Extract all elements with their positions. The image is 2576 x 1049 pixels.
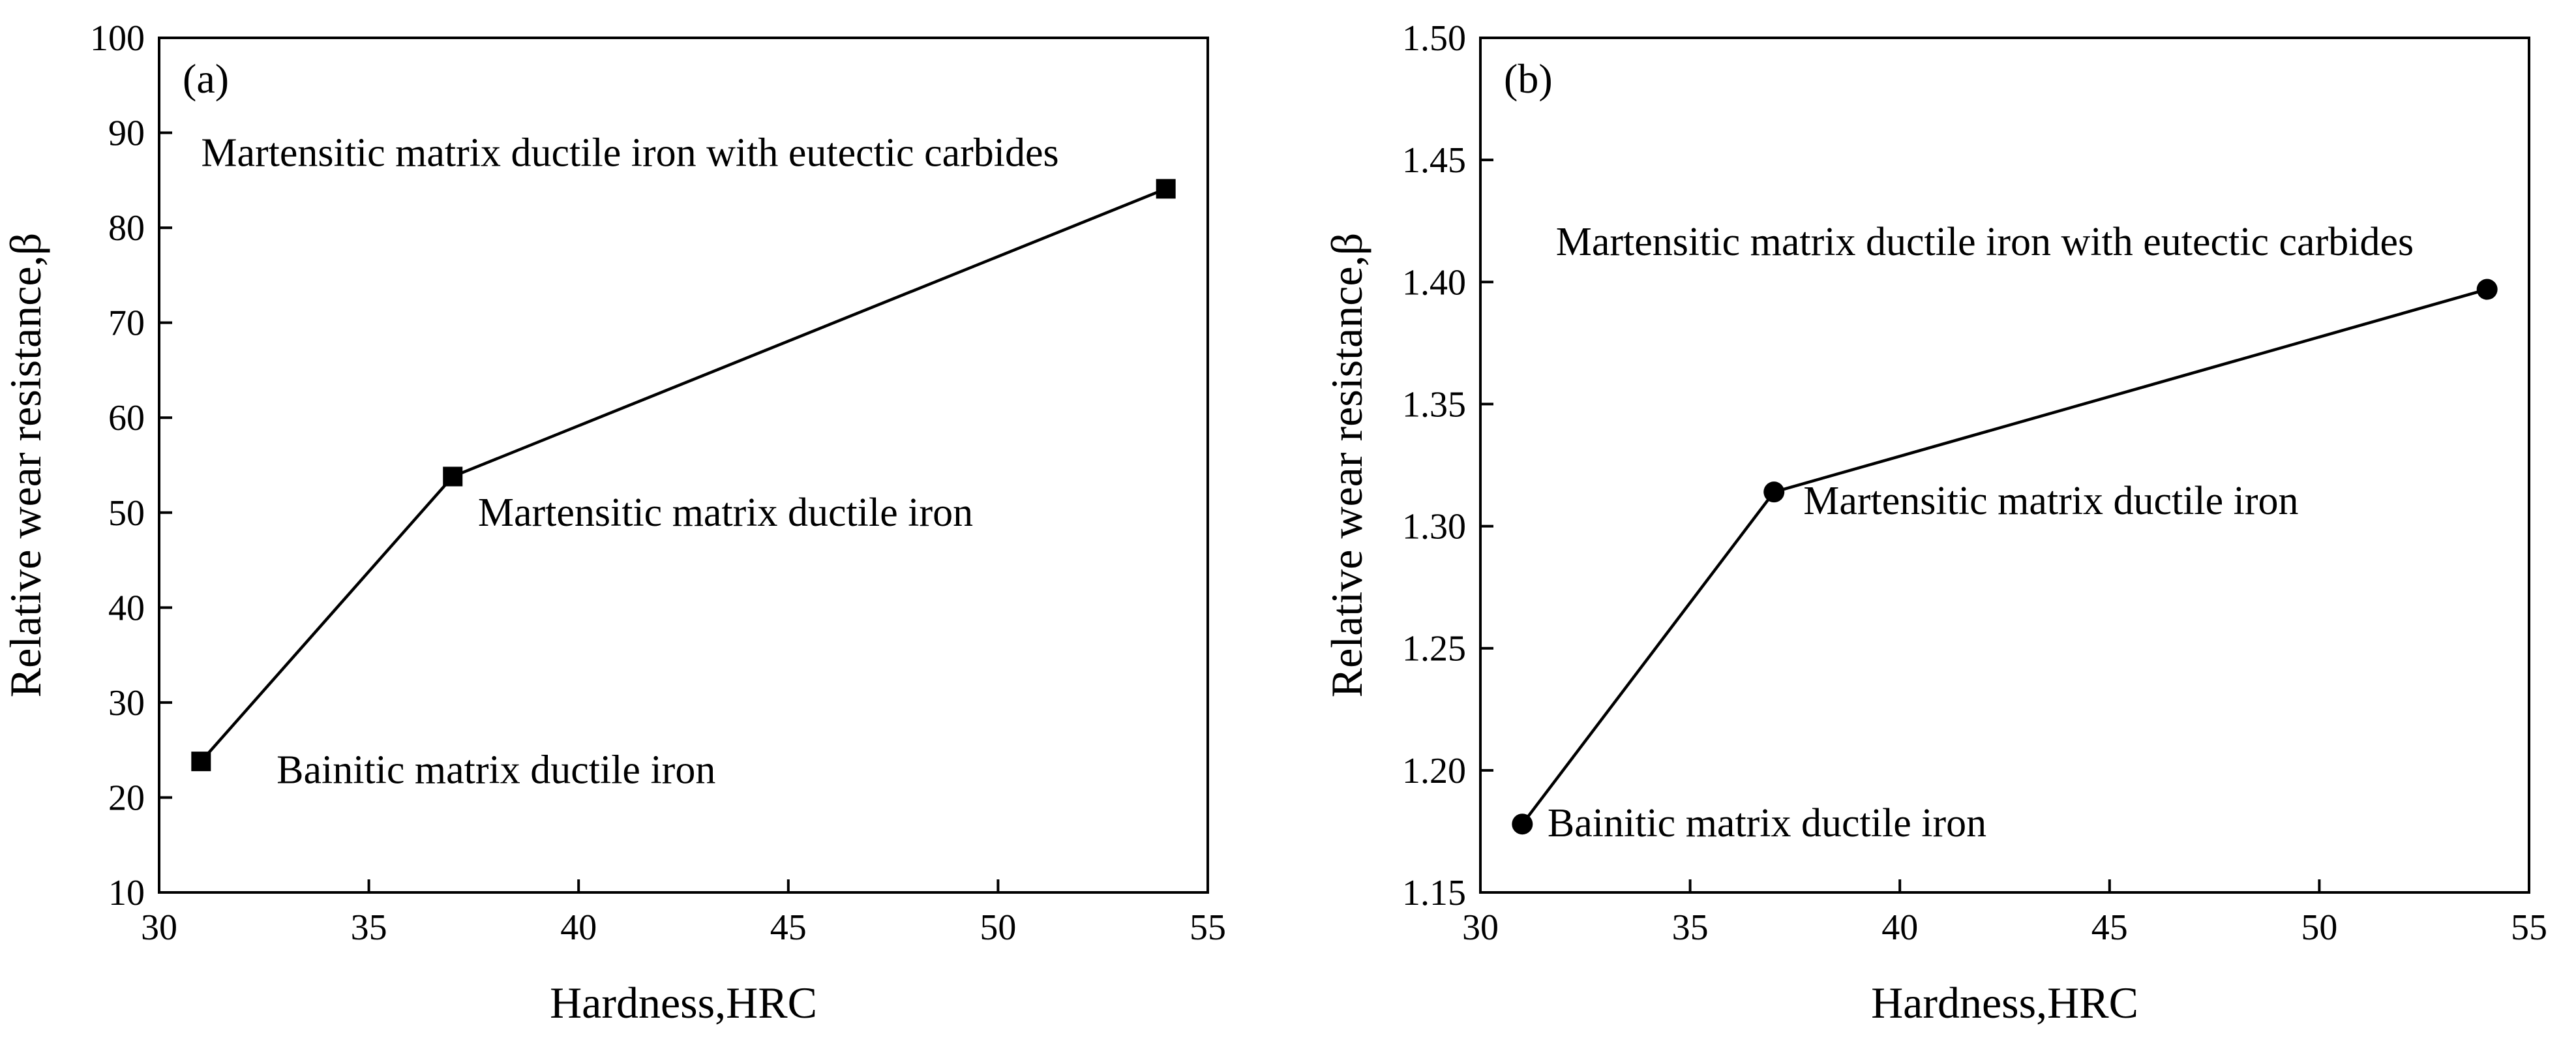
data-point-a — [443, 466, 463, 487]
y-tick-label-a: 90 — [108, 114, 145, 154]
x-tick-label-b: 50 — [2301, 907, 2337, 948]
y-tick-label-a: 20 — [108, 778, 145, 818]
panel-label-b: (b) — [1504, 55, 1553, 102]
annotation-a: Martensitic matrix ductile iron with eut… — [201, 131, 1058, 175]
x-tick-label-a: 30 — [141, 907, 177, 948]
x-tick-label-b: 55 — [2511, 907, 2547, 948]
x-tick-label-b: 35 — [1672, 907, 1709, 948]
data-point-b — [1512, 813, 1533, 835]
y-tick-label-b: 1.20 — [1402, 751, 1466, 791]
annotation-b: Martensitic matrix ductile iron — [1803, 479, 2298, 523]
plot-frame-a — [158, 37, 1209, 894]
x-tick-label-b: 30 — [1462, 907, 1499, 948]
y-tick-label-a: 30 — [108, 683, 145, 723]
panel-b: (b) Hardness,HRC Relative wear resistanc… — [1322, 18, 2547, 1027]
data-point-b — [1763, 481, 1785, 503]
plot-frame-b — [1479, 37, 2530, 894]
annotation-b: Martensitic matrix ductile iron with eut… — [1556, 220, 2414, 264]
data-point-a — [1156, 179, 1176, 199]
y-tick-label-b: 1.35 — [1402, 384, 1466, 425]
x-tick-label-b: 40 — [1881, 907, 1918, 948]
y-tick-label-b: 1.25 — [1402, 629, 1466, 669]
y-tick-label-b: 1.50 — [1402, 18, 1466, 59]
annotation-a: Martensitic matrix ductile iron — [478, 491, 973, 535]
y-tick-label-b: 1.30 — [1402, 507, 1466, 547]
x-tick-label-a: 40 — [560, 907, 597, 948]
data-point-b — [2476, 279, 2498, 300]
y-axis-title-b: Relative wear resistance,β — [1322, 233, 1371, 697]
x-axis-title-b: Hardness,HRC — [1871, 978, 2138, 1027]
y-tick-label-a: 40 — [108, 588, 145, 628]
x-axis-title-a: Hardness,HRC — [550, 978, 817, 1027]
y-tick-label-b: 1.40 — [1402, 262, 1466, 303]
panel-label-a: (a) — [183, 55, 229, 102]
annotation-a: Bainitic matrix ductile iron — [277, 748, 715, 793]
annotation-b: Bainitic matrix ductile iron — [1548, 801, 1986, 845]
y-tick-label-a: 50 — [108, 493, 145, 534]
y-tick-label-a: 10 — [108, 873, 145, 913]
y-tick-label-b: 1.45 — [1402, 140, 1466, 181]
y-tick-label-a: 70 — [108, 303, 145, 344]
y-axis-title-a: Relative wear resistance,β — [1, 233, 50, 697]
panel-a: (a) Hardness,HRC Relative wear resistanc… — [1, 18, 1226, 1027]
x-tick-label-a: 45 — [770, 907, 807, 948]
y-tick-label-a: 80 — [108, 208, 145, 249]
data-point-a — [191, 752, 211, 772]
x-tick-label-b: 45 — [2091, 907, 2128, 948]
y-tick-label-a: 100 — [90, 18, 145, 59]
y-tick-label-b: 1.15 — [1402, 873, 1466, 913]
x-tick-label-a: 35 — [351, 907, 387, 948]
x-tick-label-a: 55 — [1190, 907, 1226, 948]
y-tick-label-a: 60 — [108, 398, 145, 438]
x-tick-label-a: 50 — [980, 907, 1016, 948]
